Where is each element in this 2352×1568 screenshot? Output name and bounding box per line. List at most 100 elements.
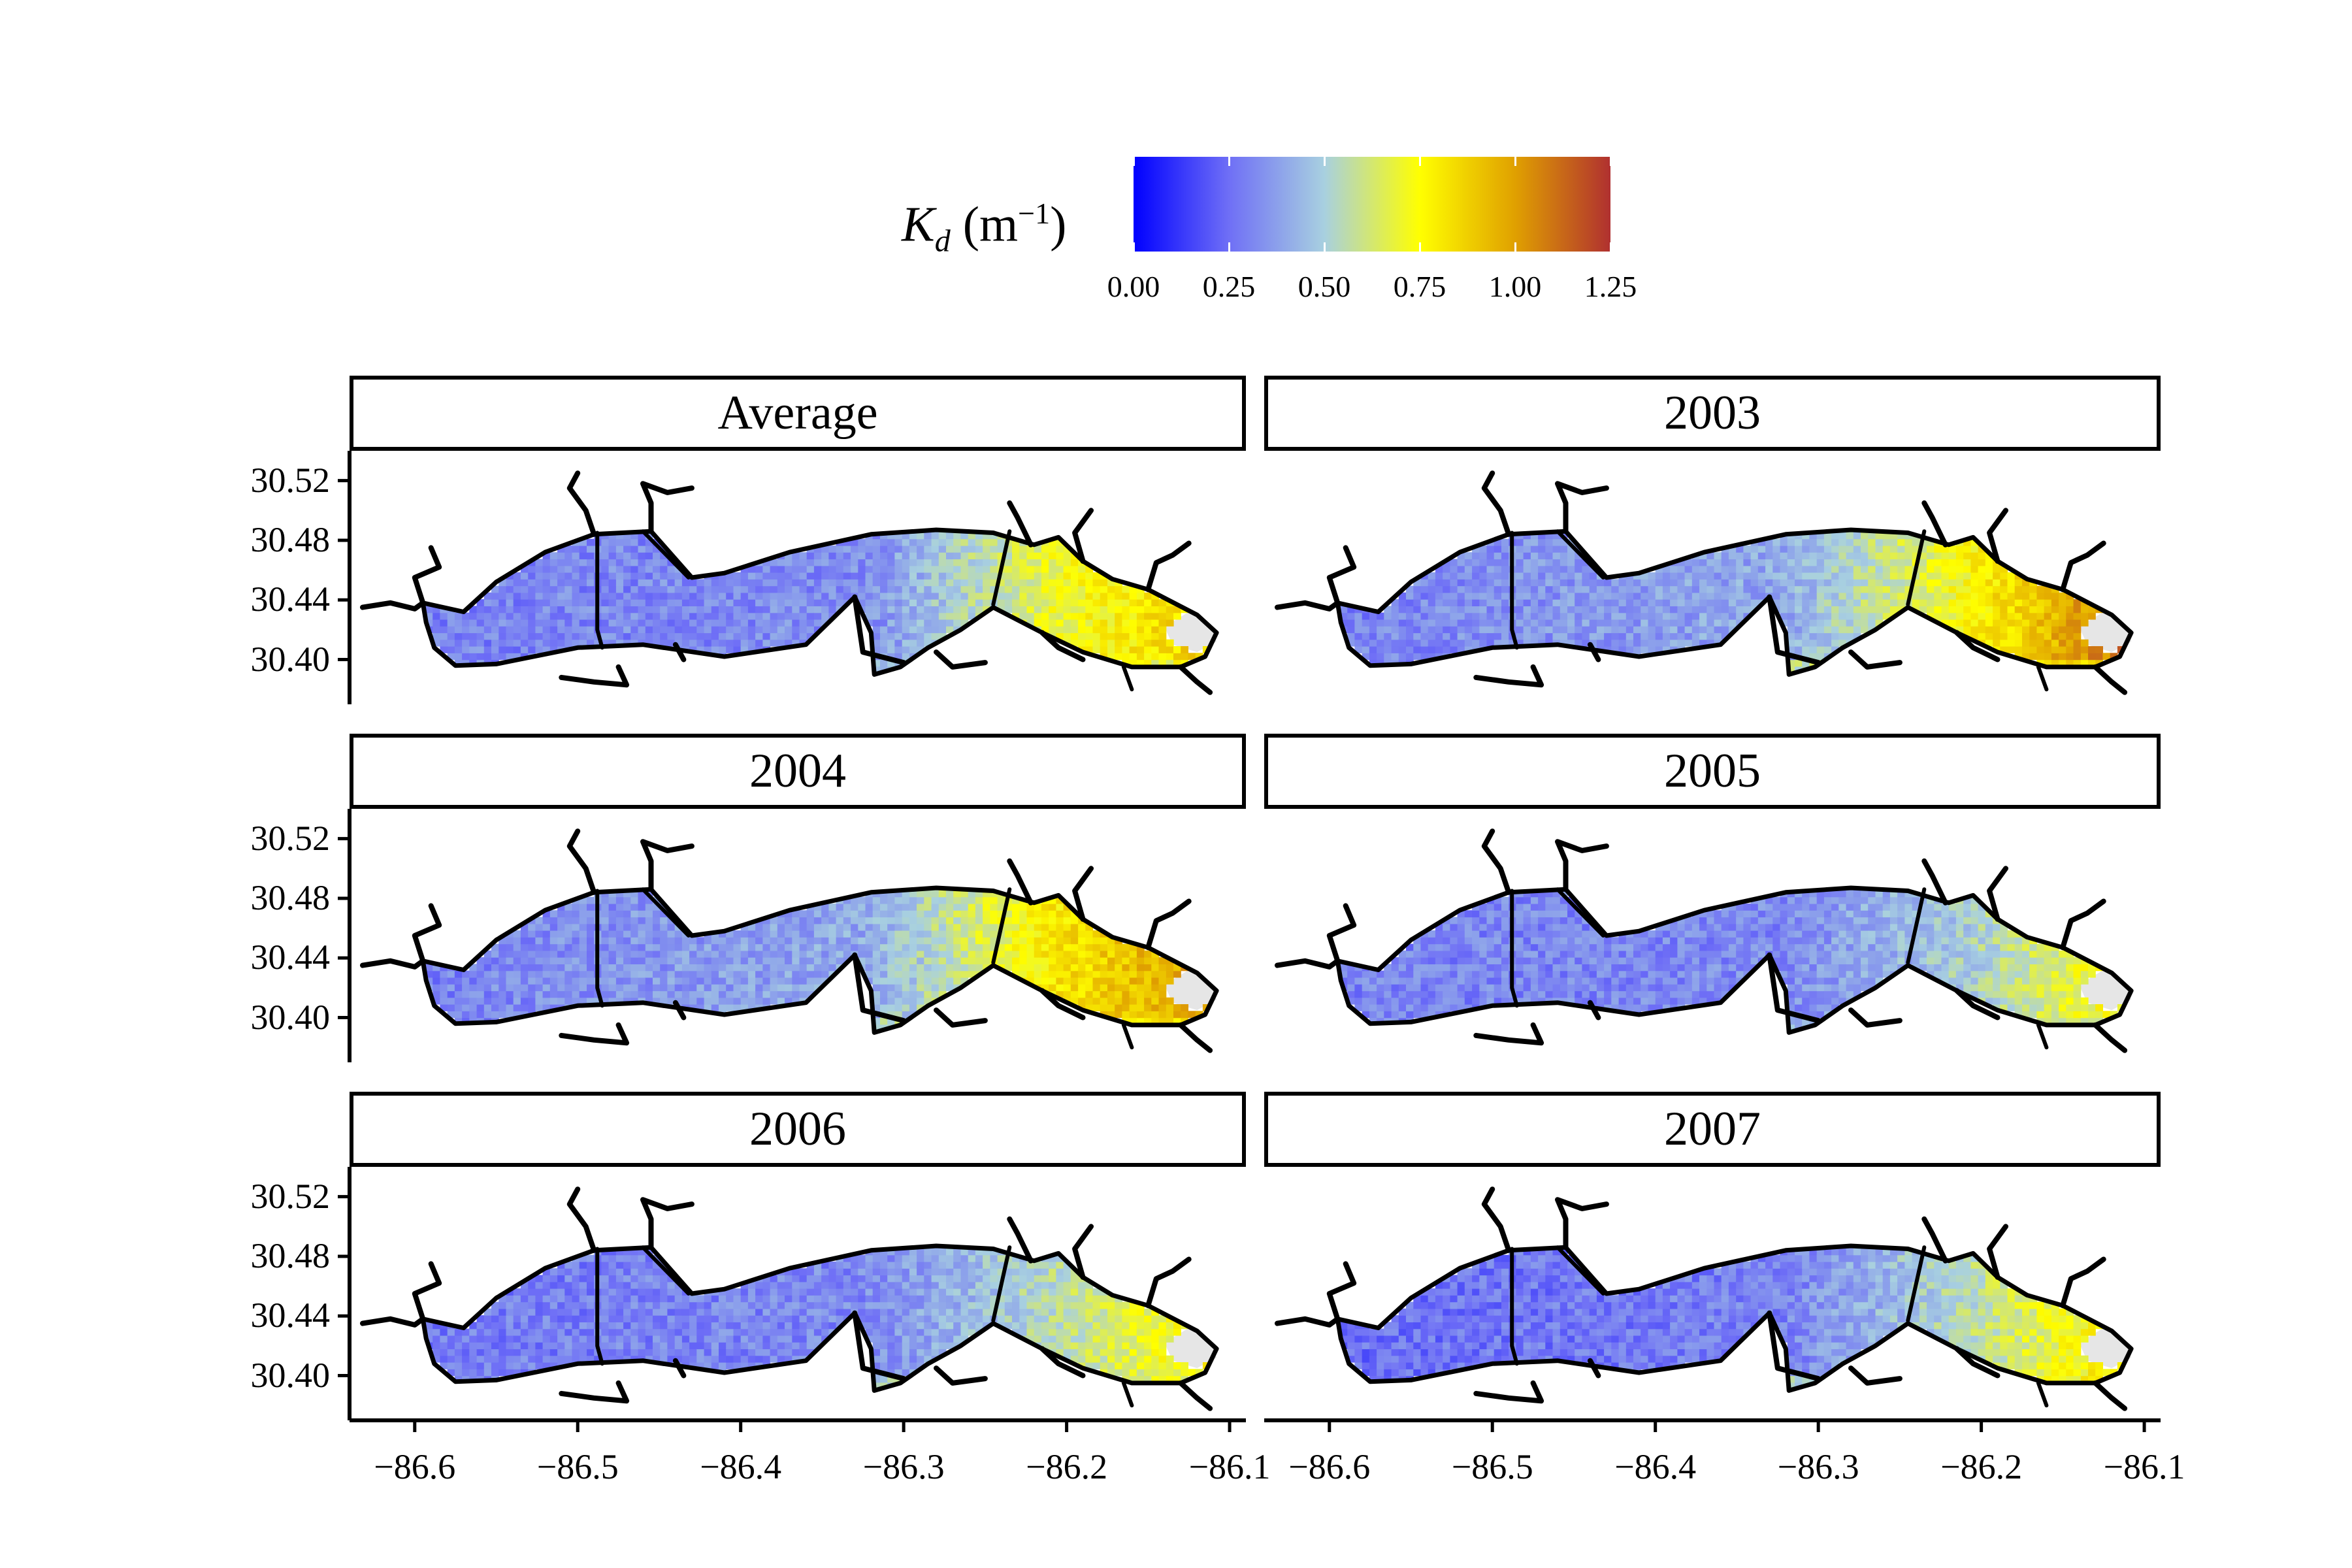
masked-shoal-area [1164, 1328, 1217, 1369]
causeway-line [1121, 664, 1134, 692]
creek-line [1145, 540, 1192, 593]
creek-line [1473, 664, 1544, 688]
causeway-line [1121, 1022, 1134, 1050]
causeway-line [595, 889, 604, 1008]
causeway-line [1906, 529, 1927, 607]
causeway-line [991, 529, 1012, 607]
creek-line [1767, 952, 1821, 1024]
creek-line [1178, 1380, 1213, 1411]
legend-tick-mark [1323, 157, 1326, 166]
y-tick-label: 30.44 [250, 1296, 331, 1335]
creek-line [1954, 1346, 2001, 1379]
legend-tick-mark [1132, 157, 1135, 166]
creek-line [1072, 508, 1094, 564]
creek-line [566, 828, 597, 895]
shoreline [1335, 527, 2134, 677]
facet-strip-2003: 2003 [1264, 376, 2161, 451]
facet-strip-average: Average [350, 376, 1246, 451]
creek-line [1326, 545, 1357, 606]
causeway-line [2036, 1022, 2049, 1050]
creek-line [559, 1022, 630, 1046]
creek-line [1039, 988, 1086, 1021]
creek-line [2060, 540, 2106, 593]
creek-line [412, 903, 442, 964]
y-tick-label: 30.40 [250, 1355, 331, 1395]
causeway-line [595, 1247, 604, 1366]
creek-line [1275, 958, 1341, 970]
creek-line [1275, 600, 1341, 612]
creek-line [640, 481, 694, 534]
legend-tick-mark [1418, 157, 1421, 166]
creek-line [1587, 1358, 1601, 1379]
legend-unit-exp: −1 [1018, 197, 1051, 230]
creek-line [1072, 866, 1094, 922]
creek-line [1921, 1216, 1948, 1264]
x-tick-label: −86.4 [1614, 1447, 1697, 1486]
shoreline [1335, 885, 2134, 1035]
x-tick-label: −86.4 [700, 1447, 782, 1486]
causeway-line [641, 887, 691, 938]
creek-line [1848, 1007, 1903, 1028]
creek-line [1767, 594, 1821, 666]
creek-line [1587, 1000, 1601, 1021]
kd-raster [1340, 890, 2125, 1032]
causeway-line [1556, 529, 1605, 580]
legend-unit-close: ) [1050, 197, 1067, 252]
creek-line [1848, 649, 1903, 670]
y-tick-label: 30.52 [250, 460, 331, 500]
x-tick-label: −86.1 [1188, 1447, 1271, 1486]
y-tick-label: 30.52 [250, 818, 331, 858]
legend-colorbar [1134, 157, 1610, 252]
causeway-line [641, 1245, 691, 1296]
legend-tick-label: 0.25 [1202, 270, 1256, 303]
creek-line [360, 600, 426, 612]
creek-line [1473, 1380, 1544, 1404]
creek-line [934, 1365, 988, 1386]
creek-line [2093, 1022, 2128, 1053]
creek-line [1473, 1022, 1544, 1046]
legend-tick-mark [1609, 157, 1612, 166]
causeway-line [641, 529, 691, 580]
creek-line [1921, 500, 1948, 547]
creek-line [672, 1358, 687, 1379]
creek-line [1145, 898, 1192, 951]
y-tick-label: 30.48 [250, 877, 331, 917]
legend-unit: (m [962, 197, 1019, 252]
creek-line [2093, 1380, 2128, 1411]
causeway-line [1510, 889, 1519, 1008]
legend-ticks [1132, 157, 1612, 252]
creek-line [412, 545, 442, 606]
creek-line [1039, 630, 1086, 662]
x-tick-label: −86.6 [1288, 1447, 1371, 1486]
creek-line [1587, 642, 1601, 662]
y-tick-label: 30.48 [250, 519, 331, 559]
y-tick-label: 30.44 [250, 580, 331, 619]
creek-line [1178, 664, 1213, 695]
masked-shoal-area [2079, 1328, 2132, 1369]
x-tick-label: −86.2 [1940, 1447, 2023, 1486]
creek-line [1178, 1022, 1213, 1053]
causeway-line [1510, 531, 1519, 650]
causeway-line [991, 1245, 1012, 1323]
facet-map-2003 [1275, 470, 2134, 695]
legend-subscript: d [934, 223, 951, 259]
kd-raster [1340, 532, 2125, 674]
creek-line [1072, 1224, 1094, 1280]
masked-shoal-area [1164, 612, 1217, 653]
creek-line [672, 1000, 687, 1021]
kd-raster [425, 890, 1211, 1032]
creek-line [1326, 903, 1357, 964]
legend-tick-label: 1.00 [1488, 270, 1542, 303]
creek-line [2060, 898, 2106, 951]
legend-tick-mark [1132, 242, 1135, 252]
causeway-line [1906, 887, 1927, 965]
creek-line [672, 642, 687, 662]
y-tick-label: 30.48 [250, 1235, 331, 1275]
causeway-line [1556, 887, 1605, 938]
creek-line [360, 958, 426, 970]
legend-tick-label: 0.75 [1393, 270, 1446, 303]
legend-title: Kd (m−1) [902, 196, 1066, 259]
creek-line [1987, 1224, 2008, 1280]
legend-tick-mark [1323, 242, 1326, 252]
